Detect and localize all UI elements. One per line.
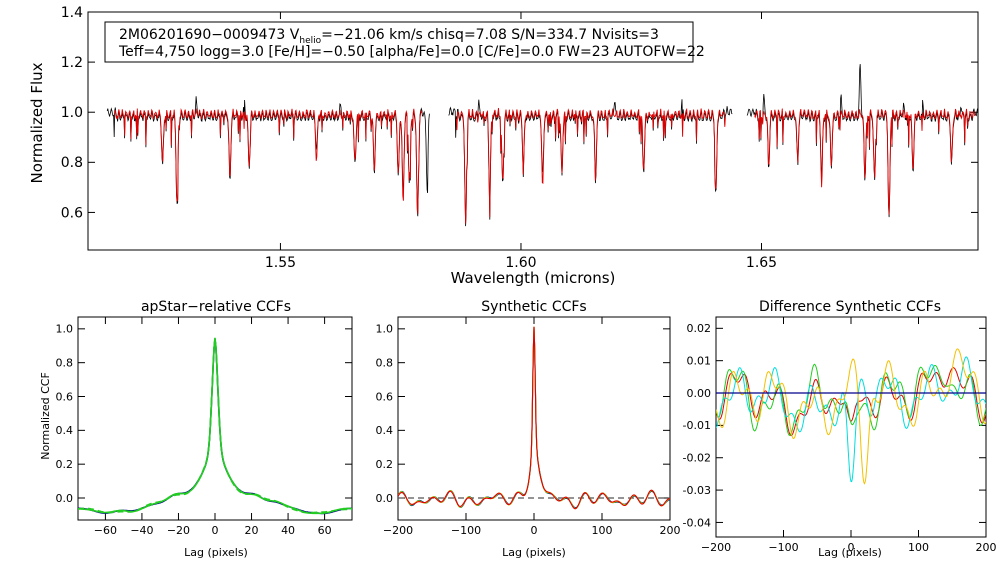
synthetic-ccf-ytick-label: 0.8 (376, 357, 394, 370)
apstar-ccf-ytick-label: 0.6 (56, 390, 74, 403)
difference-ccf-ytick-label: 0.00 (687, 387, 712, 400)
apstar-ccf-series-3 (78, 337, 352, 514)
apstar-ccf-ylabel: Normalized CCF (39, 372, 52, 460)
spectrum-ytick-label: 1.0 (61, 105, 83, 121)
synthetic-ccf-xlabel: Lag (pixels) (502, 546, 566, 559)
apstar-ccf-xtick-label: 40 (281, 524, 295, 537)
difference-ccf-title: Difference Synthetic CCFs (759, 299, 941, 315)
spectrum-model-line (114, 108, 423, 214)
spectrum-frame (87, 11, 979, 251)
spectrum-legend-box (104, 21, 694, 63)
difference-ccf-xtick-label: 100 (908, 541, 929, 554)
apstar-ccf-series-2 (78, 338, 352, 515)
synthetic-ccf-frame (397, 316, 671, 521)
synthetic-ccf-xtick-label: 0 (531, 524, 538, 537)
spectrum-plot-area (106, 64, 978, 227)
difference-ccf-panel: −200 −100 0 100 200 0.02 0.01 0.00 -0.01 -0.02 -0.… (683, 316, 997, 554)
apstar-plot-area (78, 337, 352, 515)
apstar-ccf-ytick-label: 1.0 (56, 323, 74, 336)
spectrum-observed-line (746, 64, 978, 218)
synthetic-ccf-ytick-label: 0.0 (376, 492, 394, 505)
synthetic-ccf-series-3 (398, 326, 670, 510)
spectrum-xtick-label: 1.60 (505, 255, 536, 271)
synthetic-ccf-xtick-label: −100 (451, 524, 481, 537)
spectrum-ytick-label: 0.6 (61, 205, 83, 221)
difference-ccf-ytick-label: 0.01 (687, 355, 712, 368)
apstar-ccf-frame (77, 316, 353, 521)
synthetic-ccf-ytick-label: 0.6 (376, 390, 394, 403)
synthetic-ccf-xtick-label: 100 (592, 524, 613, 537)
spectrum-ylabel: Normalized Flux (28, 62, 46, 183)
spectrum-ytick-label: 0.8 (61, 155, 83, 171)
difference-ccf-series-e00000 (716, 367, 986, 437)
difference-ccf-ytick-label: 0.02 (687, 322, 712, 335)
apstar-ccf-xtick-label: −40 (130, 524, 153, 537)
difference-ccf-series-00dddd (716, 356, 986, 483)
legend-star-id: 2M06201690−0009473 V (119, 27, 300, 43)
difference-ccf-ytick-label: -0.04 (683, 516, 711, 529)
difference-ccf-xtick-label: 200 (976, 541, 997, 554)
spectrum-xtick-label: 1.65 (746, 255, 777, 271)
synthetic-plot-area (398, 326, 670, 510)
difference-ccf-ytick-label: -0.02 (683, 452, 711, 465)
apstar-ccf-ytick-label: 0.0 (56, 492, 74, 505)
apstar-ccf-ytick-label: 0.2 (56, 458, 74, 471)
synthetic-ccf-ytick-label: 0.4 (376, 424, 394, 437)
spectrum-model-line (455, 107, 726, 224)
apstar-ccf-xlabel: Lag (pixels) (184, 546, 248, 559)
apstar-ccf-ytick-label: 0.4 (56, 424, 74, 437)
difference-ccf-ytick-label: -0.03 (683, 484, 711, 497)
apstar-ccf-ytick-label: 0.8 (56, 357, 74, 370)
difference-ccf-series-22cc22 (716, 363, 986, 436)
apstar-ccf-xtick-label: 60 (318, 524, 332, 537)
spectrum-model-line (754, 108, 976, 215)
synthetic-ccf-ytick-label: 0.2 (376, 458, 394, 471)
apstar-ccf-series-1 (78, 338, 352, 515)
difference-ccf-xtick-label: −200 (701, 541, 731, 554)
synthetic-ccf-series-1 (398, 327, 670, 509)
spectrum-panel: 1.55 1.60 1.65 0.6 0.8 1.0 1.2 1.4 (61, 5, 979, 271)
synthetic-ccf-xtick-label: −200 (383, 524, 413, 537)
synthetic-ccf-xtick-label: 200 (660, 524, 681, 537)
spectrum-xlabel: Wavelength (microns) (451, 269, 616, 287)
spectrum-observed-line (448, 99, 733, 227)
synthetic-ccf-ytick-label: 1.0 (376, 323, 394, 336)
apstar-ccf-xtick-label: −20 (167, 524, 190, 537)
spectrum-legend-line2: Teff=4,750 logg=3.0 [Fe/H]=−0.50 [alpha/… (118, 44, 705, 60)
apstar-ccf-xtick-label: −60 (94, 524, 117, 537)
difference-ccf-xtick-label: −100 (768, 541, 798, 554)
difference-ccf-xlabel: Lag (pixels) (818, 546, 882, 559)
spectrum-ytick-label: 1.4 (61, 5, 83, 21)
apstar-ccf-panel: −60 −40 −20 0 20 40 60 0.0 0.2 0.4 0.6 0.8 1.0 (56, 316, 353, 537)
spectrum-legend-line1: 2M06201690−0009473 Vhelio=−21.06 km/s ch… (119, 27, 659, 46)
spectrum-xtick-label: 1.55 (265, 255, 296, 271)
difference-ccf-series-f4c000 (716, 348, 986, 485)
apstar-ccf-xtick-label: 0 (212, 524, 219, 537)
difference-plot-area (716, 348, 986, 485)
synthetic-ccf-title: Synthetic CCFs (481, 299, 586, 315)
legend-stats: =−21.06 km/s chisq=7.08 S/N=334.7 Nvisit… (321, 27, 659, 43)
synthetic-ccf-panel: −200 −100 0 100 200 0.0 0.2 0.4 0.6 0.8 1.0 (376, 316, 681, 537)
difference-ccf-ytick-label: -0.01 (683, 419, 711, 432)
legend-helio-subscript: helio (299, 36, 321, 46)
difference-ccf-xtick-label: 0 (848, 541, 855, 554)
apstar-ccf-xtick-label: 20 (245, 524, 259, 537)
apstar-ccf-title: apStar−relative CCFs (141, 299, 291, 315)
spectrum-ytick-label: 1.2 (61, 55, 83, 71)
synthetic-ccf-series-4 (398, 326, 670, 510)
synthetic-ccf-series-2 (398, 326, 670, 509)
